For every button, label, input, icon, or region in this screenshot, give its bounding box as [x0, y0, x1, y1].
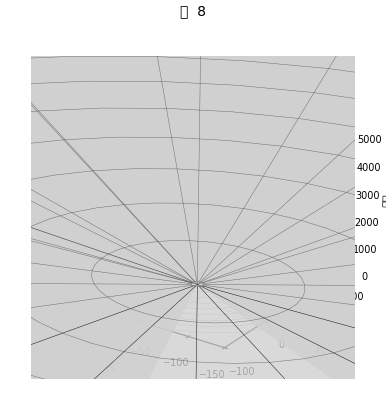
Title: rxV surface: rxV surface [157, 61, 229, 74]
Text: 図  8: 図 8 [180, 4, 206, 18]
X-axis label: X: X [105, 360, 114, 373]
Y-axis label: R: R [316, 343, 325, 356]
